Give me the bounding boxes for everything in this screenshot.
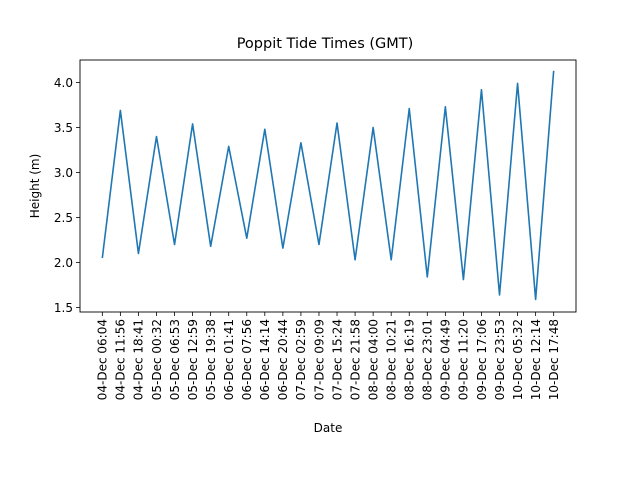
- x-tick-label: 06-Dec 20:44: [276, 319, 290, 400]
- plot-frame: [79, 59, 577, 313]
- tide-height-line: [101, 70, 555, 301]
- x-tick-label: 06-Dec 07:56: [240, 319, 254, 400]
- x-tick-label: 04-Dec 18:41: [132, 319, 146, 400]
- chart-title: Poppit Tide Times (GMT): [237, 36, 414, 52]
- x-tick-label: 09-Dec 04:49: [439, 319, 453, 400]
- x-tick-label: 05-Dec 06:53: [168, 319, 182, 400]
- x-tick-label: 10-Dec 12:14: [529, 319, 543, 400]
- x-tick-label: 04-Dec 06:04: [96, 319, 110, 400]
- x-tick-label: 07-Dec 21:58: [348, 319, 362, 400]
- y-tick-label: 2.5: [54, 211, 73, 225]
- x-tick-label: 10-Dec 17:48: [547, 319, 561, 400]
- y-axis-label: Height (m): [28, 154, 42, 219]
- y-tick-label: 2.0: [54, 256, 73, 270]
- x-tick-label: 10-Dec 05:32: [511, 319, 525, 400]
- x-tick-label: 09-Dec 11:20: [457, 319, 471, 400]
- x-tick-label: 05-Dec 19:38: [204, 319, 218, 400]
- x-tick-label: 07-Dec 09:09: [312, 319, 326, 400]
- x-tick-label: 09-Dec 17:06: [475, 319, 489, 400]
- x-tick-label: 04-Dec 11:56: [114, 319, 128, 400]
- x-tick-label: 06-Dec 14:14: [258, 319, 272, 400]
- y-tick-label: 1.5: [54, 301, 73, 315]
- x-tick-label: 08-Dec 10:21: [384, 319, 398, 400]
- y-tick-label: 4.0: [54, 76, 73, 90]
- x-tick-label: 08-Dec 23:01: [421, 319, 435, 400]
- x-tick-label: 09-Dec 23:53: [493, 319, 507, 400]
- y-tick-label: 3.0: [54, 166, 73, 180]
- x-tick-label: 08-Dec 04:00: [366, 319, 380, 400]
- y-tick-label: 3.5: [54, 121, 73, 135]
- x-tick-label: 08-Dec 16:19: [403, 319, 417, 400]
- x-tick-label: 07-Dec 02:59: [294, 319, 308, 400]
- x-tick-label: 05-Dec 00:32: [150, 319, 164, 400]
- x-tick-label: 05-Dec 12:59: [186, 319, 200, 400]
- x-tick-label: 07-Dec 15:24: [330, 319, 344, 400]
- x-tick-label: 06-Dec 01:41: [222, 319, 236, 400]
- x-axis-label: Date: [314, 421, 343, 435]
